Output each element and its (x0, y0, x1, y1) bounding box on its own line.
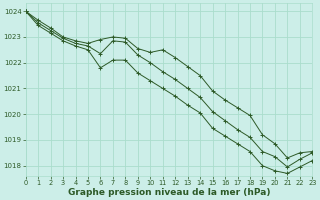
X-axis label: Graphe pression niveau de la mer (hPa): Graphe pression niveau de la mer (hPa) (68, 188, 270, 197)
